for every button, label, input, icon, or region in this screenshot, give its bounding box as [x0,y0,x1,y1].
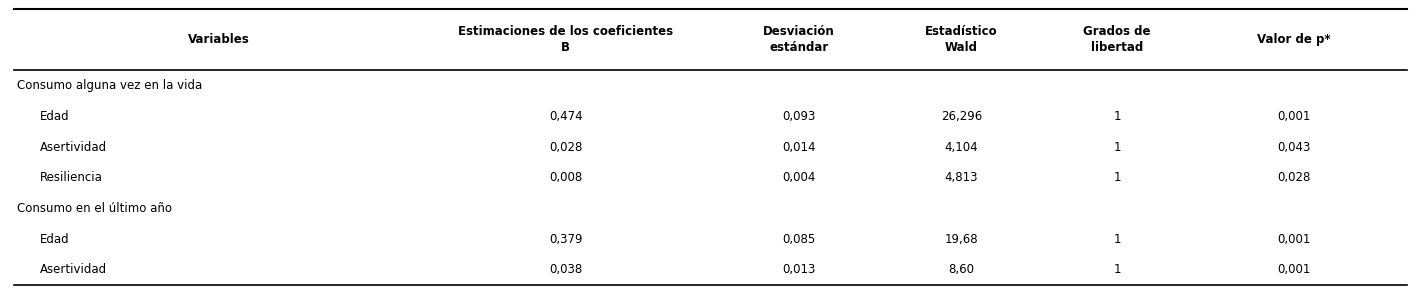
Text: Grados de
libertad: Grados de libertad [1083,25,1151,54]
Text: 4,104: 4,104 [945,140,978,154]
Text: Estadístico
Wald: Estadístico Wald [925,25,998,54]
Text: 0,038: 0,038 [549,263,583,276]
Text: 8,60: 8,60 [949,263,974,276]
Text: 0,001: 0,001 [1277,263,1311,276]
Text: Asertividad: Asertividad [40,263,106,276]
Text: 4,813: 4,813 [945,171,978,184]
Text: 0,085: 0,085 [782,233,816,246]
Text: 1: 1 [1113,140,1121,154]
Text: 0,028: 0,028 [549,140,583,154]
Text: 0,379: 0,379 [549,233,583,246]
Text: 0,013: 0,013 [782,263,816,276]
Text: 0,093: 0,093 [782,110,816,123]
Text: Valor de p*: Valor de p* [1257,33,1331,46]
Text: 0,474: 0,474 [549,110,583,123]
Text: Desviación
estándar: Desviación estándar [764,25,834,54]
Text: 0,028: 0,028 [1277,171,1311,184]
Text: Resiliencia: Resiliencia [40,171,102,184]
Text: 26,296: 26,296 [940,110,983,123]
Text: 1: 1 [1113,171,1121,184]
Text: Edad: Edad [40,233,69,246]
Text: 0,001: 0,001 [1277,233,1311,246]
Text: Estimaciones de los coeficientes
B: Estimaciones de los coeficientes B [458,25,673,54]
Text: 19,68: 19,68 [945,233,978,246]
Text: Consumo alguna vez en la vida: Consumo alguna vez en la vida [17,79,202,92]
Text: 1: 1 [1113,233,1121,246]
Text: 0,001: 0,001 [1277,110,1311,123]
Text: 0,043: 0,043 [1277,140,1311,154]
Text: Variables: Variables [188,33,250,46]
Text: Consumo en el último año: Consumo en el último año [17,202,173,215]
Text: Asertividad: Asertividad [40,140,106,154]
Text: Edad: Edad [40,110,69,123]
Text: 0,014: 0,014 [782,140,816,154]
Text: 0,008: 0,008 [549,171,583,184]
Text: 0,004: 0,004 [782,171,816,184]
Text: 1: 1 [1113,263,1121,276]
Text: 1: 1 [1113,110,1121,123]
